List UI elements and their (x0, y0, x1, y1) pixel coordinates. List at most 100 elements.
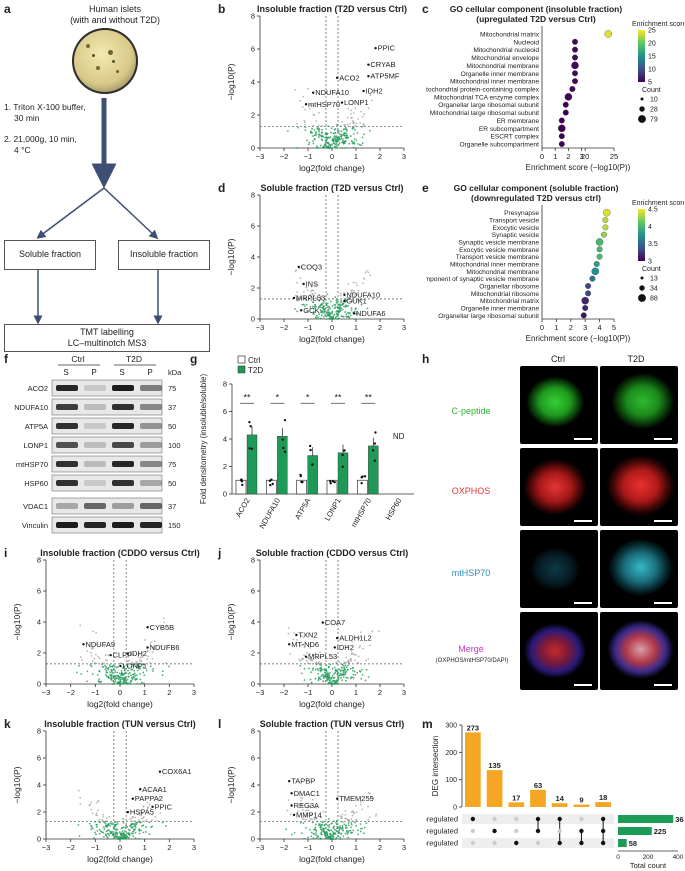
data-point (159, 812, 162, 814)
data-point (90, 801, 93, 804)
data-point (316, 145, 318, 148)
data-point (330, 836, 333, 839)
x-tick-label: 1 (354, 688, 358, 697)
data-point (311, 132, 314, 134)
data-point (303, 296, 306, 298)
data-point (320, 664, 322, 667)
data-point (344, 132, 346, 135)
data-point (329, 663, 332, 666)
data-point (355, 282, 357, 284)
labelled-gene-point (300, 309, 303, 312)
intersection-bar (551, 803, 568, 807)
data-point (326, 302, 329, 305)
data-point (356, 313, 358, 315)
data-point (105, 666, 107, 668)
count-legend-dot (638, 115, 646, 123)
data-point (344, 126, 347, 129)
y-tick-label: 2 (251, 284, 255, 293)
data-point (105, 669, 108, 672)
data-point (122, 833, 124, 836)
data-point (153, 647, 155, 650)
data-point (110, 675, 113, 678)
y-axis-label: DEG intersection (431, 736, 440, 796)
data-point (351, 819, 354, 822)
data-point (345, 661, 348, 664)
count-legend-label: 10 (650, 97, 658, 104)
data-point (338, 829, 340, 832)
data-point (94, 820, 97, 823)
workflow-title-line1: Human islets (88, 4, 142, 14)
data-point (151, 657, 154, 660)
data-point (115, 677, 118, 680)
data-point (363, 826, 366, 829)
data-point (303, 654, 305, 657)
data-point (311, 305, 314, 308)
data-point (114, 825, 117, 828)
data-point (325, 315, 328, 318)
y-tick-label: 6 (251, 222, 255, 231)
data-point (308, 819, 311, 822)
gene-label: IDH2 (130, 649, 147, 658)
panel-label-b: b (218, 2, 226, 16)
data-point (326, 833, 328, 836)
data-point (317, 669, 320, 672)
data-point (295, 146, 298, 149)
data-point (354, 294, 356, 296)
data-point (361, 673, 364, 676)
data-point (125, 681, 128, 684)
data-point (322, 302, 325, 304)
data-point (374, 815, 377, 817)
data-point (121, 678, 124, 680)
set-size-tick: 0 (616, 854, 620, 861)
data-point (341, 141, 343, 144)
data-point (344, 305, 347, 308)
data-point (120, 834, 123, 837)
gene-label: REG3A (294, 801, 319, 810)
data-point (355, 125, 357, 128)
color-legend-bar (638, 209, 645, 261)
data-point (124, 671, 127, 674)
data-point (127, 682, 130, 685)
data-point (351, 142, 354, 145)
data-point (127, 828, 130, 831)
data-point (116, 671, 119, 674)
bar-ctrl (356, 479, 368, 495)
data-point (334, 306, 337, 309)
data-point (329, 300, 332, 303)
workflow-arrows (33, 98, 163, 325)
data-point (331, 834, 334, 837)
data-point (78, 665, 80, 667)
data-point (312, 658, 314, 661)
data-point (118, 680, 121, 683)
data-point (310, 290, 312, 293)
data-point (312, 124, 315, 127)
intersection-bar (530, 789, 546, 807)
data-point (346, 826, 348, 829)
data-point (314, 284, 317, 287)
data-point (310, 813, 313, 816)
data-point (120, 827, 123, 830)
data-point (313, 134, 316, 137)
insoluble-fraction-label: Insoluble fraction (129, 249, 199, 260)
data-point (106, 667, 108, 670)
data-point (143, 674, 146, 677)
data-point (142, 671, 145, 674)
matrix-dot (557, 840, 562, 846)
go-term-label: Mitochondrial matrix (480, 31, 540, 38)
gene-label: NDUFA6 (356, 309, 386, 318)
data-point (341, 315, 344, 318)
data-point (358, 646, 361, 649)
data-point (345, 656, 348, 659)
data-point (347, 831, 350, 834)
matrix-dot (514, 816, 519, 822)
data-point (326, 141, 329, 144)
data-point (300, 832, 303, 835)
data-point (346, 669, 349, 671)
step-1: 1. Triton X-100 buffer, 30 min (4, 102, 86, 123)
x-tick-label: 3 (192, 688, 196, 697)
data-point (359, 823, 362, 825)
data-point (344, 810, 347, 812)
x-axis-label: log2(fold change) (87, 699, 153, 709)
y-tick-label: 6 (251, 45, 255, 54)
labelled-gene-point (292, 813, 296, 817)
